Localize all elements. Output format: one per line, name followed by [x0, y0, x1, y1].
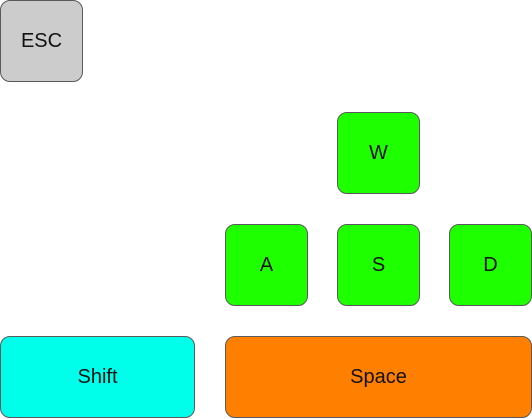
a-key-label: A: [259, 253, 274, 276]
d-key[interactable]: D: [449, 224, 532, 306]
space-key[interactable]: Space: [225, 336, 532, 418]
esc-key-label: ESC: [20, 29, 63, 52]
s-key[interactable]: S: [337, 224, 420, 306]
s-key-label: S: [371, 253, 386, 276]
shift-key-label: Shift: [77, 365, 118, 388]
w-key[interactable]: W: [337, 112, 420, 194]
esc-key[interactable]: ESC: [0, 0, 83, 82]
w-key-label: W: [369, 141, 388, 164]
shift-key[interactable]: Shift: [0, 336, 195, 418]
d-key-label: D: [483, 253, 498, 276]
a-key[interactable]: A: [225, 224, 308, 306]
space-key-label: Space: [350, 365, 407, 388]
